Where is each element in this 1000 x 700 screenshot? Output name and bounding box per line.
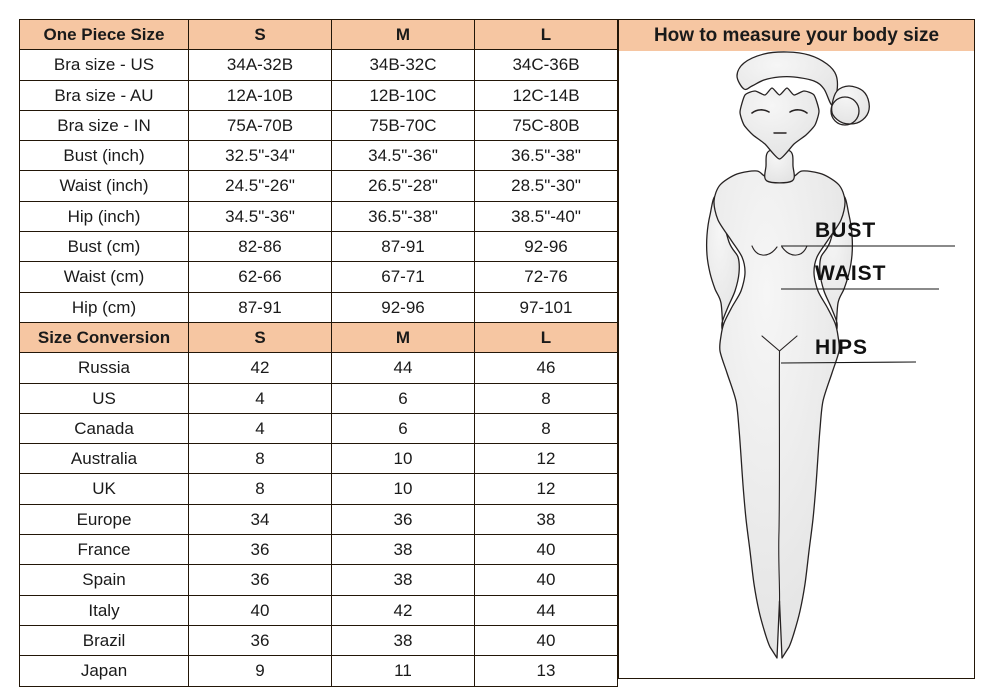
- svg-text:WAIST: WAIST: [815, 262, 887, 285]
- svg-text:BUST: BUST: [815, 219, 876, 242]
- svg-text:HIPS: HIPS: [815, 336, 868, 359]
